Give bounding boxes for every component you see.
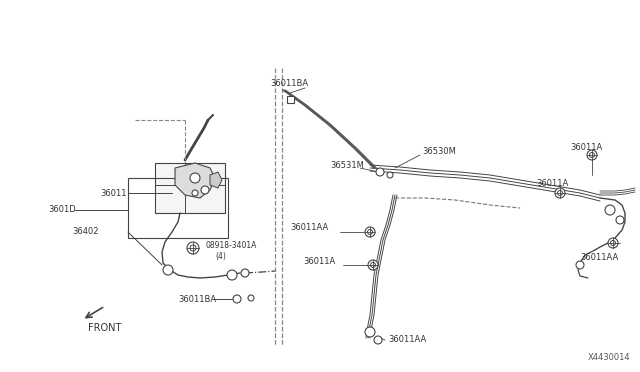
Circle shape: [190, 173, 200, 183]
Circle shape: [589, 153, 595, 157]
Text: 36011AA: 36011AA: [388, 336, 426, 344]
Circle shape: [201, 186, 209, 194]
Text: 36011AA: 36011AA: [580, 253, 618, 262]
Bar: [128, 178, 228, 238]
Circle shape: [367, 230, 372, 234]
Text: 36011AA: 36011AA: [290, 224, 328, 232]
Text: (4): (4): [215, 251, 226, 260]
Circle shape: [227, 270, 237, 280]
Circle shape: [605, 205, 615, 215]
Bar: [155, 163, 225, 213]
Circle shape: [365, 227, 375, 237]
Polygon shape: [210, 172, 222, 188]
Circle shape: [248, 295, 254, 301]
Circle shape: [241, 269, 249, 277]
Circle shape: [163, 265, 173, 275]
Text: 36011A: 36011A: [536, 179, 568, 187]
Circle shape: [371, 263, 376, 267]
Text: 36402: 36402: [72, 228, 99, 237]
Polygon shape: [175, 163, 215, 198]
Circle shape: [190, 245, 196, 251]
Circle shape: [192, 190, 198, 196]
Circle shape: [365, 327, 375, 337]
Text: 36011BA: 36011BA: [270, 80, 308, 89]
Circle shape: [233, 295, 241, 303]
Circle shape: [611, 241, 616, 246]
Text: 08918-3401A: 08918-3401A: [205, 241, 257, 250]
Text: 36011A: 36011A: [570, 142, 602, 151]
Text: 36531M: 36531M: [330, 160, 364, 170]
Text: 36011BA: 36011BA: [178, 295, 216, 304]
Circle shape: [576, 261, 584, 269]
Circle shape: [374, 336, 382, 344]
Circle shape: [376, 168, 384, 176]
Circle shape: [187, 242, 199, 254]
Circle shape: [387, 172, 393, 178]
Text: 36011: 36011: [100, 189, 127, 198]
Circle shape: [557, 190, 563, 196]
Circle shape: [616, 216, 624, 224]
Bar: [287, 96, 294, 103]
Text: 3601D: 3601D: [48, 205, 76, 215]
Circle shape: [608, 238, 618, 248]
Text: 36011A: 36011A: [303, 257, 335, 266]
Circle shape: [555, 188, 565, 198]
Text: 36530M: 36530M: [422, 148, 456, 157]
Circle shape: [587, 150, 597, 160]
Circle shape: [368, 260, 378, 270]
Text: X4430014: X4430014: [588, 353, 630, 362]
Text: FRONT: FRONT: [88, 323, 122, 333]
